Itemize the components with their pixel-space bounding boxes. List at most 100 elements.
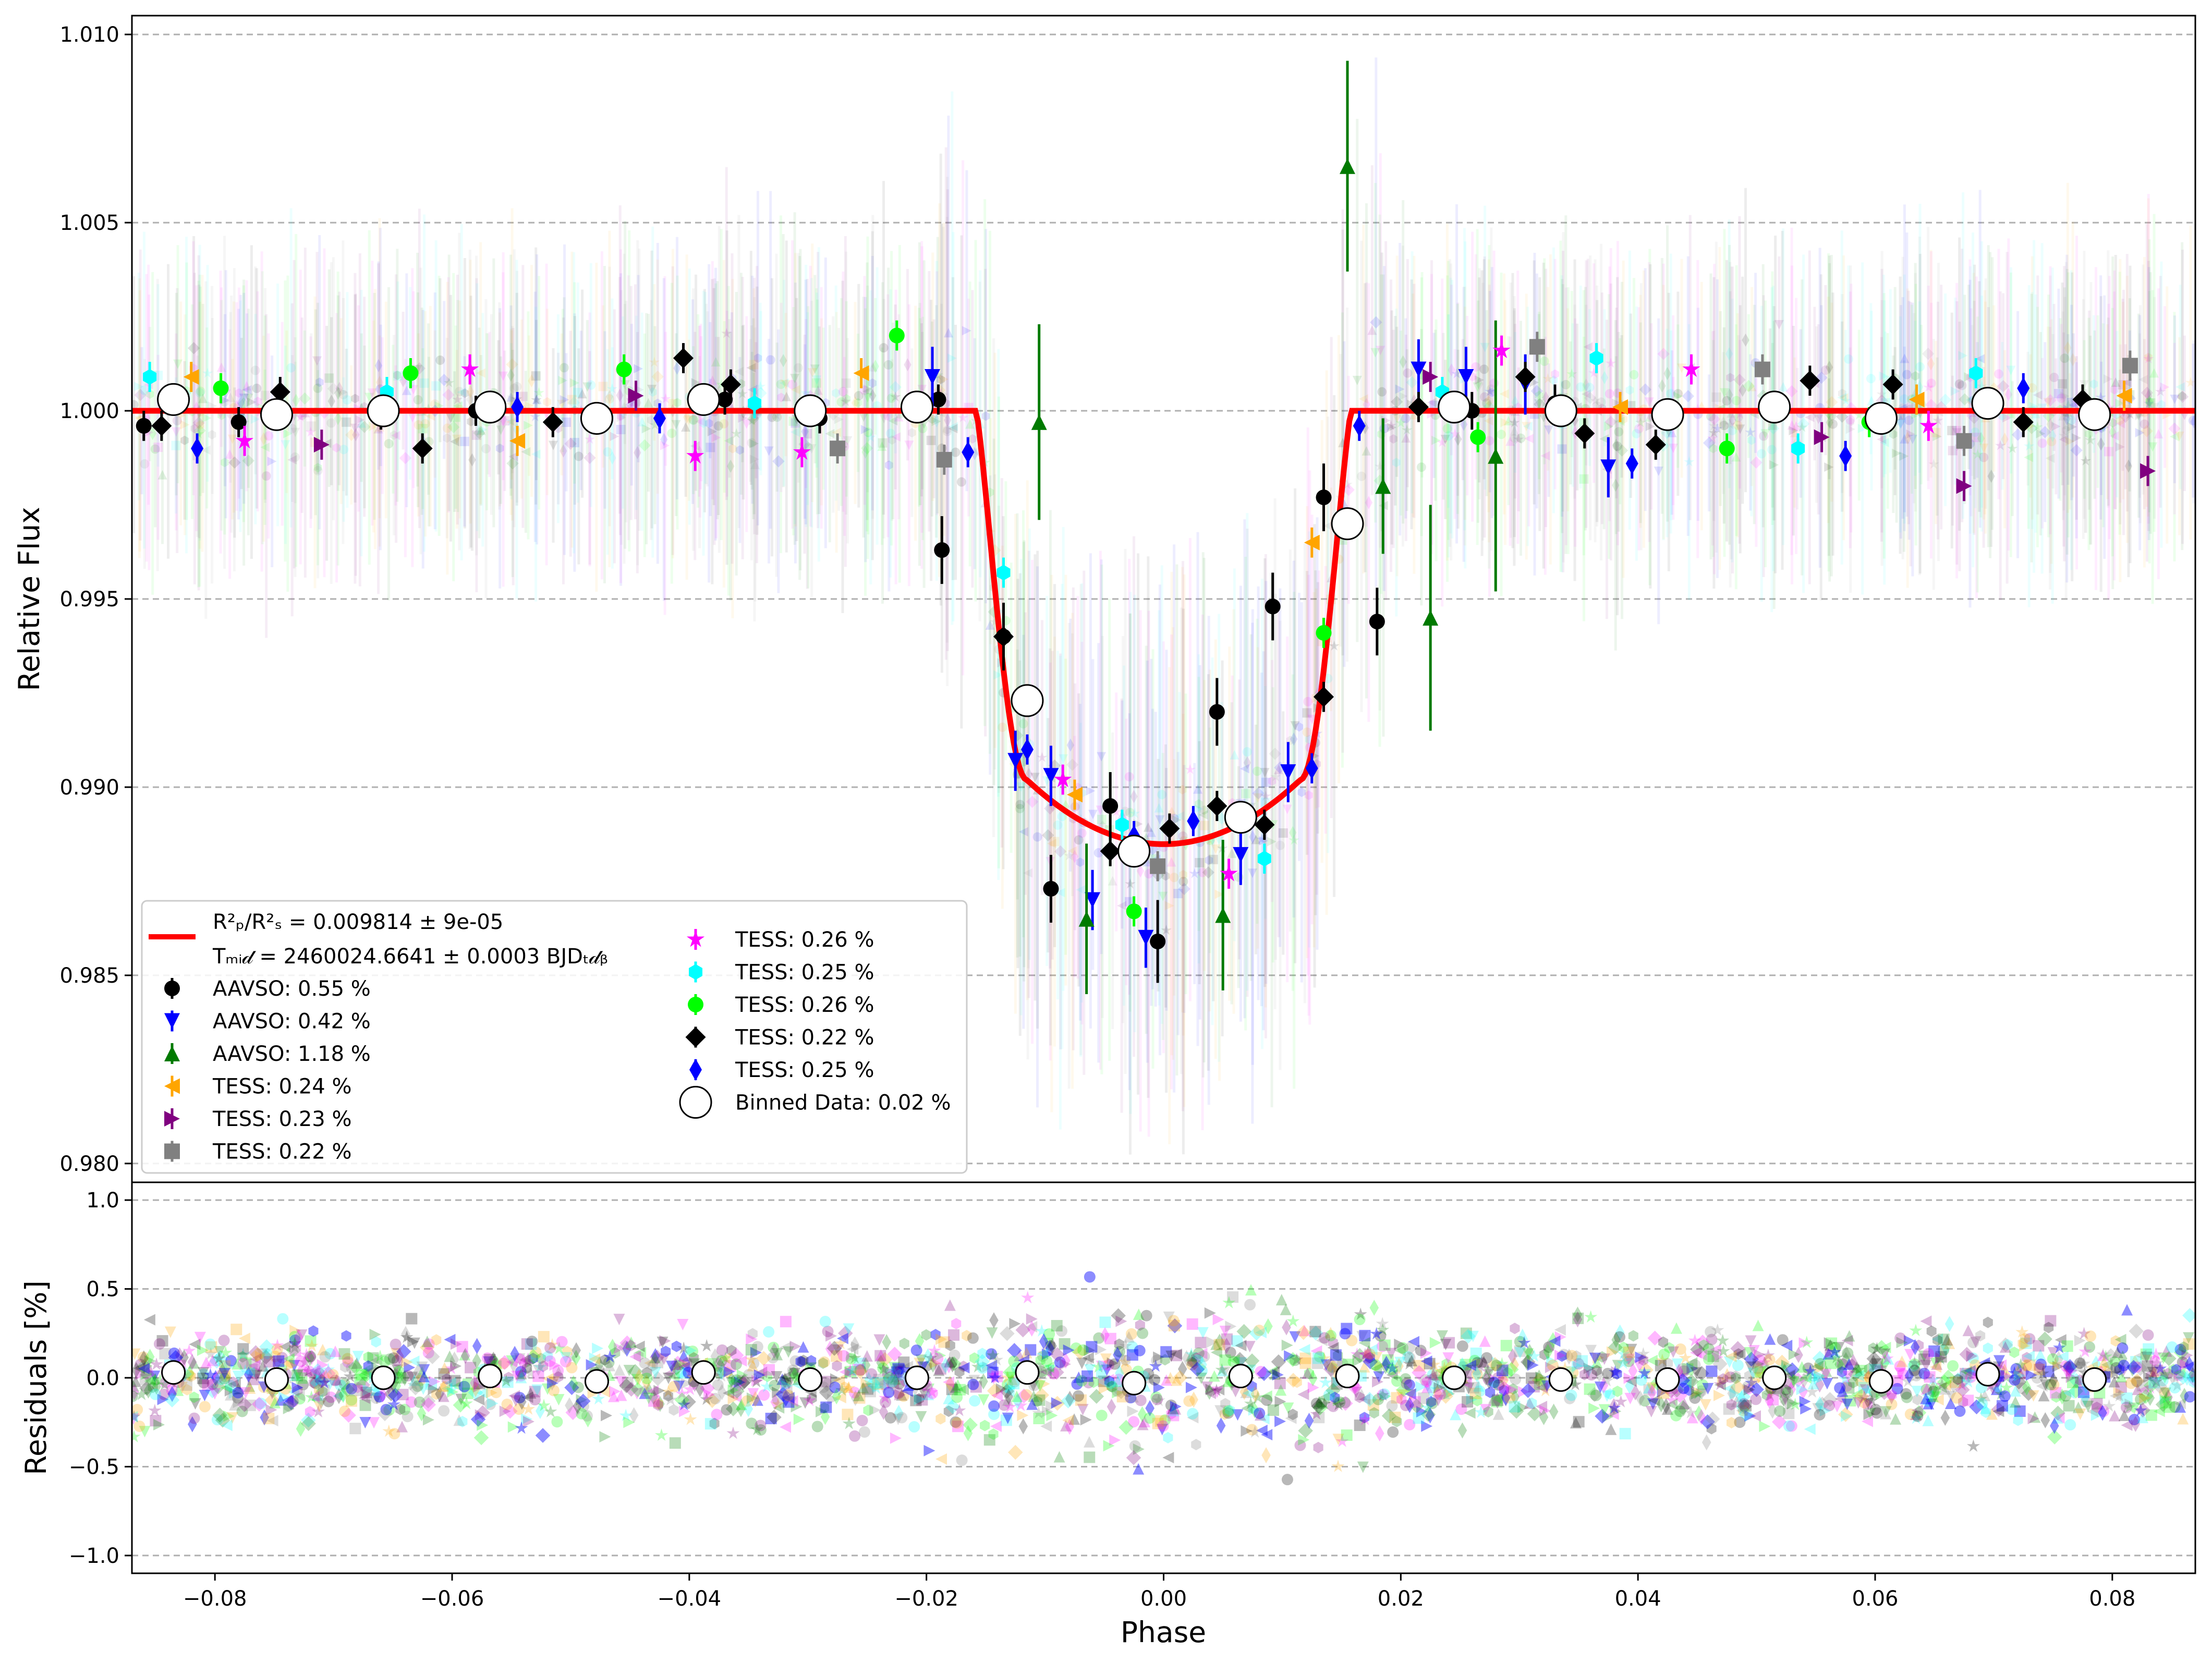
data-point — [1488, 448, 1504, 464]
faint-point — [738, 413, 748, 423]
faint-point — [312, 356, 322, 366]
residual-point — [1350, 1386, 1362, 1398]
residual-point — [712, 1367, 724, 1379]
residual-point — [2115, 1381, 2127, 1393]
residual-point — [1060, 1420, 1072, 1431]
residual-point — [537, 1399, 551, 1411]
residual-point — [2053, 1412, 2065, 1424]
faint-point — [1179, 870, 1187, 879]
faint-point — [937, 375, 945, 385]
residual-point — [1250, 1402, 1259, 1418]
residual-point — [1500, 1395, 1512, 1407]
residual-point — [711, 1409, 723, 1421]
residual-point — [1690, 1342, 1705, 1357]
residual-point — [1840, 1345, 1852, 1357]
residual-point — [402, 1411, 414, 1423]
faint-point — [393, 371, 403, 381]
residual-point — [1354, 1314, 1366, 1326]
residual-point — [490, 1387, 502, 1399]
data-point — [1207, 796, 1227, 816]
residual-point — [1481, 1369, 1491, 1386]
residual-point — [406, 1313, 418, 1325]
residual-point — [1815, 1376, 1825, 1393]
faint-point — [1840, 395, 1851, 406]
residual-point — [532, 1364, 544, 1376]
residual-point — [1162, 1452, 1174, 1464]
residual-point — [2072, 1360, 2084, 1372]
faint-point — [724, 436, 734, 446]
faint-point — [1442, 424, 1452, 434]
faint-point — [1789, 426, 1798, 436]
residual-point — [2123, 1400, 2136, 1413]
residual-point — [502, 1403, 518, 1419]
faint-point — [476, 425, 486, 435]
residual-point — [934, 1363, 946, 1375]
residual-point — [779, 1375, 791, 1387]
residual-point — [798, 1354, 809, 1366]
faint-point — [507, 369, 515, 382]
residual-point — [1372, 1376, 1384, 1388]
residual-point — [1935, 1378, 1949, 1391]
residual-point — [1491, 1356, 1503, 1368]
residual-point — [1427, 1368, 1439, 1380]
faint-point — [295, 411, 306, 422]
faint-point — [908, 428, 916, 438]
faint-point — [889, 381, 902, 394]
data-point — [136, 418, 152, 434]
residual-point — [1323, 1362, 1339, 1377]
residual-point — [1035, 1354, 1046, 1366]
residual-point — [1695, 1385, 1707, 1397]
faint-point — [1500, 418, 1510, 427]
faint-point — [352, 428, 360, 442]
residual-point — [1421, 1401, 1435, 1414]
residual-point — [216, 1363, 228, 1375]
residual-point — [851, 1341, 863, 1353]
residual-point — [1789, 1398, 1802, 1410]
residual-point — [2164, 1401, 2175, 1413]
residual-point — [2170, 1378, 2184, 1391]
faint-point — [1932, 432, 1942, 442]
residual-point — [648, 1360, 658, 1372]
residual-point — [525, 1356, 537, 1368]
residual-point — [1013, 1393, 1023, 1410]
faint-point — [2023, 441, 2035, 451]
faint-point — [2175, 382, 2185, 392]
residual-point — [1572, 1360, 1584, 1372]
residual-point — [2063, 1361, 2075, 1373]
residual-point — [164, 1392, 180, 1408]
faint-point — [2002, 413, 2012, 423]
residual-point — [1492, 1408, 1504, 1420]
data-point — [1257, 851, 1271, 867]
residual-point — [1231, 1335, 1243, 1347]
data-point — [542, 412, 563, 433]
residual-point — [1282, 1319, 1291, 1336]
residual-point — [727, 1393, 739, 1405]
residual-point — [1706, 1423, 1717, 1435]
residual-point — [2147, 1366, 2159, 1378]
residual-point — [502, 1376, 514, 1388]
residual-point — [2021, 1360, 2033, 1372]
faint-point — [606, 383, 618, 394]
faint-point — [2042, 410, 2055, 422]
faint-point — [1734, 408, 1745, 419]
residual-point — [132, 1380, 139, 1392]
faint-point — [1297, 787, 1306, 797]
faint-point — [1524, 434, 1534, 444]
faint-point — [2111, 377, 2121, 387]
residual-point — [249, 1364, 261, 1376]
faint-point — [1824, 462, 1834, 472]
residual-point — [1221, 1333, 1233, 1345]
residual-point — [1508, 1383, 1518, 1395]
faint-point — [286, 363, 296, 373]
faint-point — [1657, 348, 1670, 360]
residual-point — [1907, 1360, 1919, 1372]
residual-point — [2129, 1402, 2141, 1414]
residual-point — [522, 1352, 534, 1364]
faint-point — [451, 412, 460, 422]
residual-point — [780, 1372, 789, 1389]
residual-point — [1829, 1342, 1841, 1354]
residual-point — [1920, 1315, 1932, 1327]
residual-point — [1993, 1355, 2005, 1367]
residual-point — [309, 1365, 321, 1377]
